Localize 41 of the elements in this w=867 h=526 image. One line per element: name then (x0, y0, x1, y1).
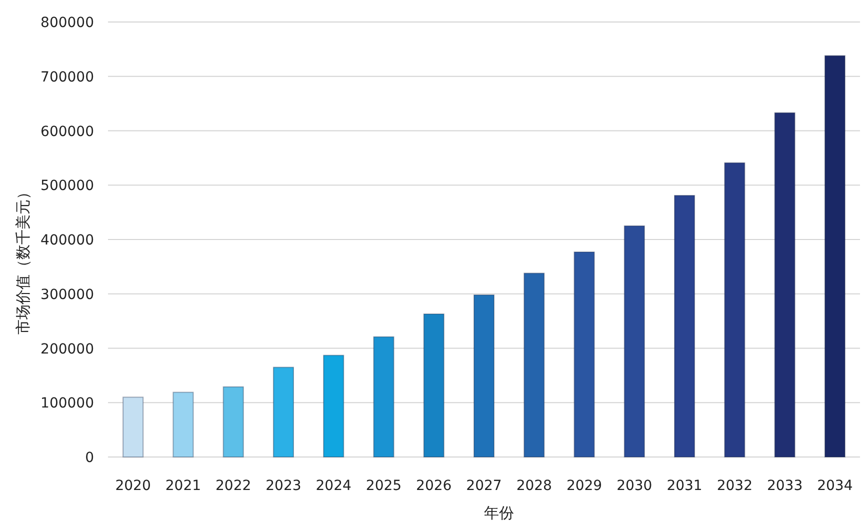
bar (373, 336, 394, 458)
bar (473, 294, 495, 458)
y-tick-label: 100000 (40, 396, 94, 412)
x-tick-label: 2021 (165, 478, 202, 494)
y-tick-label: 200000 (40, 341, 94, 358)
x-tick-label: 2029 (566, 478, 602, 494)
bar (674, 194, 696, 458)
y-tick-label: 600000 (40, 124, 94, 140)
x-tick-label: 2031 (666, 478, 702, 494)
x-tick-label: 2030 (616, 478, 652, 494)
x-tick-label: 2023 (266, 478, 302, 494)
x-tick-label: 2026 (416, 478, 452, 494)
x-axis-title: 年份 (484, 504, 514, 522)
x-tick-label: 2022 (216, 478, 252, 494)
x-tick-label: 2028 (516, 478, 552, 494)
x-tick-label: 2033 (766, 478, 803, 494)
bar (624, 225, 645, 458)
bar (222, 386, 244, 458)
y-tick-label: 700000 (40, 69, 94, 86)
bar (724, 162, 746, 458)
bar (774, 112, 796, 458)
y-tick-label: 300000 (40, 286, 94, 303)
y-axis-title: 市场价值（数千美元） (14, 184, 32, 334)
bar (272, 366, 294, 458)
bar (122, 396, 144, 458)
x-tick-label: 2032 (716, 478, 752, 494)
bar (172, 392, 194, 458)
bar (423, 313, 444, 458)
y-tick-label: 0 (85, 450, 94, 466)
bar (824, 55, 846, 458)
x-tick-label: 2034 (817, 478, 853, 494)
bar (574, 252, 595, 458)
y-tick-label: 800000 (40, 15, 94, 31)
x-tick-label: 2020 (115, 478, 151, 494)
bar (524, 272, 545, 458)
x-tick-label: 2025 (366, 478, 402, 494)
y-tick-label: 400000 (40, 232, 94, 248)
y-tick-label: 500000 (40, 178, 94, 194)
bar (323, 354, 344, 458)
x-tick-label: 2027 (466, 478, 502, 494)
x-tick-label: 2024 (316, 478, 352, 494)
